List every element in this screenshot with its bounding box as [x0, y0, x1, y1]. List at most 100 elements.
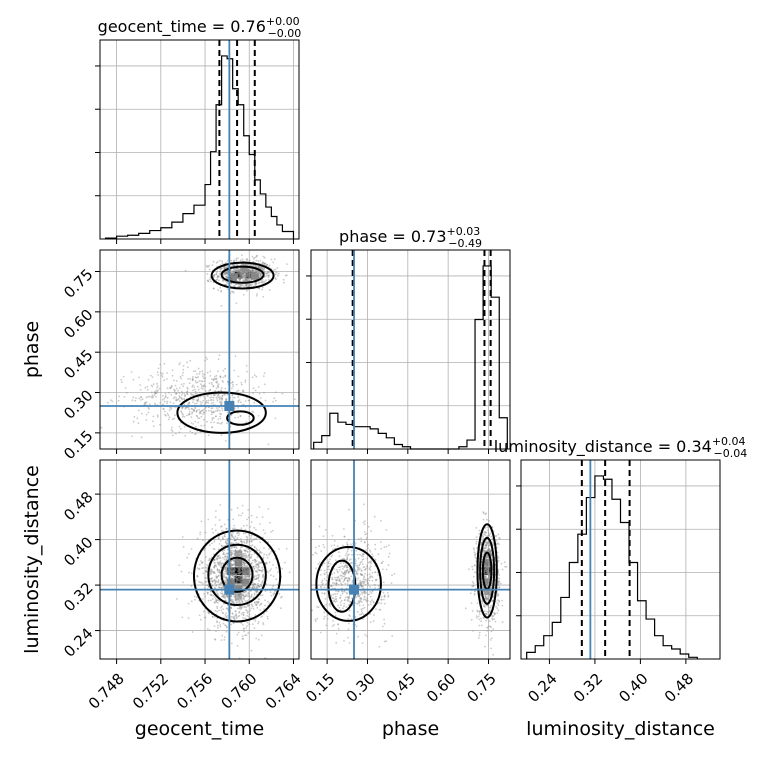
sample-point — [241, 555, 244, 558]
sample-point — [207, 265, 210, 268]
sample-point — [152, 420, 154, 423]
sample-point — [371, 579, 374, 582]
sample-point — [474, 571, 476, 574]
sample-point — [259, 274, 262, 277]
sample-point — [235, 275, 237, 278]
sample-point — [371, 553, 373, 555]
sample-point — [242, 583, 245, 586]
sample-point — [243, 270, 246, 273]
sample-point — [190, 393, 193, 396]
sample-point — [258, 287, 261, 290]
sample-point — [357, 566, 360, 569]
sample-point — [243, 575, 246, 578]
sample-point — [213, 559, 215, 562]
sample-point — [496, 612, 499, 614]
sample-point — [501, 604, 504, 607]
sample-point — [238, 568, 241, 570]
sample-point — [325, 579, 328, 582]
sample-point — [241, 568, 244, 570]
sample-point — [170, 386, 173, 389]
sample-point — [232, 290, 234, 293]
sample-point — [215, 580, 218, 582]
sample-point — [224, 595, 227, 598]
sample-point — [490, 637, 493, 639]
sample-point — [238, 584, 241, 586]
sample-point — [140, 399, 142, 401]
sample-point — [369, 591, 371, 593]
sample-point — [242, 285, 245, 287]
sample-point — [201, 384, 203, 387]
sample-point — [214, 638, 216, 640]
sample-point — [244, 280, 247, 282]
sample-point — [348, 622, 350, 625]
sample-point — [231, 581, 234, 584]
sample-point — [246, 272, 248, 274]
sample-point — [257, 585, 260, 587]
sample-point — [343, 605, 345, 607]
sample-point — [237, 572, 240, 575]
sample-point — [233, 279, 236, 282]
sample-point — [235, 564, 238, 567]
sample-point — [173, 417, 176, 420]
sample-point — [244, 549, 246, 552]
sample-point — [233, 260, 236, 263]
sample-point — [244, 595, 247, 598]
sample-point — [234, 416, 237, 419]
sample-point — [197, 399, 199, 402]
sample-point — [180, 410, 183, 413]
sample-point — [334, 614, 337, 617]
sample-point — [216, 593, 219, 596]
sample-point — [249, 557, 252, 560]
sample-point — [225, 595, 228, 597]
sample-point — [181, 406, 184, 409]
sample-point — [243, 269, 246, 272]
sample-point — [232, 531, 235, 534]
sample-point — [258, 598, 260, 601]
sample-point — [244, 267, 247, 270]
sample-point — [250, 563, 253, 565]
sample-point — [140, 396, 143, 398]
sample-point — [277, 571, 279, 573]
sample-point — [249, 274, 252, 277]
sample-point — [247, 569, 249, 572]
sample-point — [139, 389, 142, 391]
sample-point — [226, 596, 229, 599]
sample-point — [243, 554, 246, 557]
sample-point — [259, 274, 262, 277]
sample-point — [249, 275, 252, 278]
sample-point — [345, 570, 348, 573]
sample-point — [216, 558, 219, 561]
sample-point — [188, 553, 190, 555]
sample-point — [213, 602, 216, 604]
sample-point — [252, 275, 254, 278]
sample-point — [222, 553, 225, 556]
sample-point — [207, 399, 210, 402]
sample-point — [237, 586, 240, 589]
sample-point — [265, 554, 268, 556]
sample-point — [488, 606, 491, 609]
sample-point — [245, 555, 248, 557]
sample-point — [244, 381, 247, 383]
sample-point — [226, 582, 228, 585]
sample-point — [242, 275, 244, 278]
sample-point — [225, 275, 227, 278]
sample-point — [198, 417, 201, 420]
sample-point — [226, 573, 228, 575]
density-cell — [483, 550, 492, 558]
sample-point — [223, 549, 225, 551]
sample-point — [242, 267, 245, 270]
sample-point — [330, 544, 333, 547]
sample-point — [238, 576, 241, 579]
sample-point — [257, 276, 260, 279]
sample-point — [366, 574, 369, 576]
sample-point — [233, 396, 236, 399]
sample-point — [217, 601, 219, 604]
sample-point — [341, 590, 344, 593]
sample-point — [205, 356, 207, 359]
sample-point — [257, 598, 260, 600]
sample-point — [222, 622, 225, 625]
sample-point — [216, 592, 218, 594]
sample-point — [238, 596, 241, 599]
sample-point — [143, 401, 146, 404]
sample-point — [231, 381, 234, 383]
